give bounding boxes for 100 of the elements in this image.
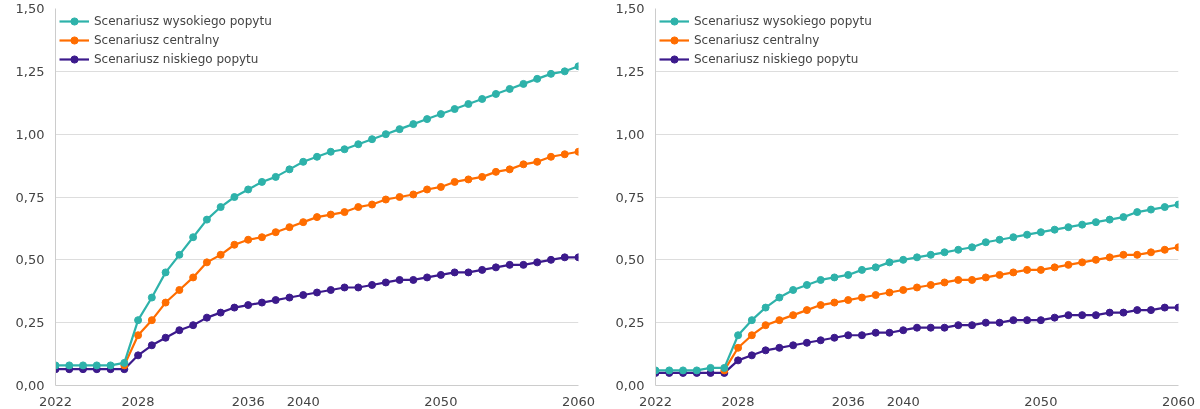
point	[519, 160, 528, 169]
point	[436, 270, 445, 279]
point	[857, 265, 866, 274]
point	[1050, 263, 1059, 272]
point	[1091, 218, 1100, 227]
legend-label: Scenariusz niskiego popytu	[94, 51, 259, 68]
y-tick-label: 1,50	[615, 1, 645, 16]
point	[926, 280, 935, 289]
point	[1119, 308, 1128, 317]
point	[871, 263, 880, 272]
point	[954, 275, 963, 284]
point	[885, 258, 894, 267]
point	[1160, 303, 1169, 312]
point	[354, 203, 363, 212]
point	[802, 338, 811, 347]
point	[395, 193, 404, 201]
y-tick-label: 1,25	[615, 63, 645, 79]
point	[478, 94, 487, 103]
point	[381, 278, 390, 287]
point	[802, 306, 811, 315]
point	[1064, 260, 1073, 269]
x-tick-label: 2022	[638, 393, 673, 409]
point	[1078, 311, 1087, 320]
point	[1064, 311, 1073, 320]
point	[271, 296, 280, 305]
point	[147, 293, 156, 302]
y-tick-label: 1,25	[15, 63, 45, 79]
point	[436, 182, 445, 191]
y-tick-label: 1,50	[15, 1, 45, 16]
point	[761, 346, 770, 355]
point	[285, 293, 294, 302]
point	[546, 69, 555, 78]
point	[381, 130, 390, 139]
point	[981, 238, 990, 247]
legend-label: Scenariusz centralny	[94, 32, 220, 49]
point	[464, 175, 473, 184]
point	[816, 301, 825, 310]
point	[885, 288, 894, 297]
y-tick-label: 0,25	[615, 315, 645, 331]
point	[230, 240, 239, 249]
point	[899, 286, 908, 294]
point	[1036, 228, 1045, 237]
y-tick-label: 0,75	[615, 189, 645, 205]
x-tick-label: 2028	[121, 393, 155, 409]
point	[913, 283, 921, 292]
point	[354, 283, 363, 292]
point	[789, 311, 798, 320]
point	[368, 200, 377, 209]
point	[1105, 308, 1114, 317]
point	[244, 301, 253, 310]
point	[1050, 313, 1059, 322]
y-tick-label: 0,00	[615, 378, 645, 393]
point	[299, 291, 308, 300]
point	[313, 213, 321, 222]
point	[271, 172, 280, 181]
point	[1036, 265, 1045, 274]
point	[1146, 205, 1155, 214]
point	[409, 190, 418, 199]
point	[65, 361, 74, 370]
point	[202, 258, 211, 267]
x-tick-label: 2040	[286, 393, 320, 409]
x-tick-label: 2028	[721, 393, 755, 409]
point	[1119, 250, 1128, 259]
point	[423, 115, 432, 124]
point	[285, 165, 294, 174]
point	[505, 260, 514, 269]
point	[775, 316, 784, 325]
point	[789, 341, 798, 350]
point	[299, 157, 308, 166]
point	[161, 298, 170, 307]
point	[161, 268, 170, 277]
point	[560, 253, 569, 262]
point	[775, 293, 784, 302]
point	[1160, 245, 1169, 254]
point	[926, 250, 935, 259]
point	[326, 286, 335, 294]
point	[940, 323, 949, 332]
point	[271, 228, 280, 237]
point	[844, 296, 853, 305]
point	[134, 331, 143, 340]
point	[968, 243, 977, 252]
legend-label: Scenariusz wysokiego popytu	[694, 13, 872, 30]
point	[326, 147, 335, 156]
point	[175, 250, 184, 259]
point	[747, 331, 756, 340]
point	[981, 318, 990, 327]
point	[913, 323, 921, 332]
point	[899, 326, 908, 335]
point	[830, 273, 839, 282]
point	[747, 351, 756, 360]
point	[230, 303, 239, 312]
point	[1105, 215, 1114, 224]
point	[1146, 306, 1155, 315]
point	[244, 235, 253, 244]
point	[546, 152, 555, 161]
point	[134, 316, 143, 325]
x-tick-label: 2036	[231, 393, 265, 409]
point	[954, 245, 963, 254]
y-tick-label: 0,25	[15, 315, 45, 331]
point	[175, 286, 184, 294]
